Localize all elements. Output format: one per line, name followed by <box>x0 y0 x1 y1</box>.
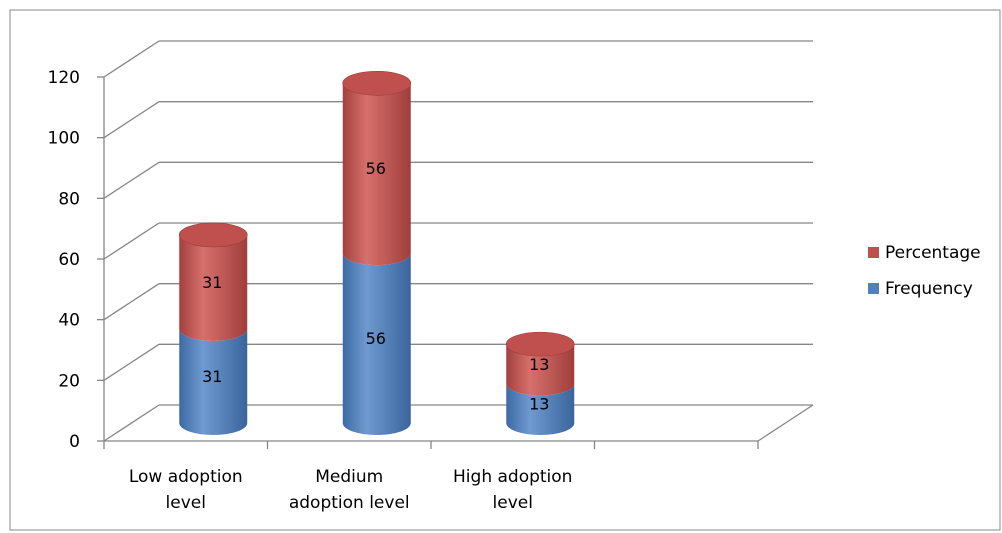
category-label-line: adoption level <box>289 493 410 513</box>
chart-border <box>9 9 1001 531</box>
y-tick-label: 60 <box>58 250 80 270</box>
axes-layer: 0 20 40 60 80 100 120 <box>48 40 814 452</box>
bar-top-cap <box>178 222 248 248</box>
category-label-line: Medium <box>315 467 383 487</box>
data-label: 31 <box>202 367 222 386</box>
category-label-line: Low adoption <box>129 467 243 487</box>
bar-segment-frequency <box>506 383 575 435</box>
bar-segment-percentage <box>342 83 411 266</box>
gridline-depth <box>103 161 160 199</box>
legend-label-frequency: Frequency <box>885 279 973 299</box>
legend-swatch-percentage <box>868 247 879 258</box>
category-label: Low adoption level <box>129 467 243 513</box>
gridline-depth <box>103 404 160 442</box>
gridline-depth <box>103 283 160 321</box>
category-label-line: High adoption <box>453 467 572 487</box>
category-label: High adoption level <box>453 467 572 513</box>
bar-segment-percentage <box>506 344 575 396</box>
data-label: 56 <box>366 329 386 348</box>
category-label-line: level <box>493 493 533 513</box>
floor-edge <box>757 404 814 442</box>
bar-segment-frequency <box>179 328 248 435</box>
data-label: 13 <box>529 394 549 413</box>
category-label-line: level <box>166 493 206 513</box>
y-tick-label: 80 <box>58 189 80 209</box>
legend-label-percentage: Percentage <box>885 243 981 263</box>
gridline-depth <box>103 101 160 139</box>
gridline-depth <box>103 40 160 78</box>
category-label: Medium adoption level <box>289 467 410 513</box>
bar-top-cap <box>505 331 575 357</box>
data-label: 56 <box>366 159 386 178</box>
gridline-depth <box>103 343 160 381</box>
labels-layer: 31 31 Low adoption level 56 56 Medium adoption … <box>129 159 573 513</box>
legend: Percentage Frequency <box>868 243 981 299</box>
y-tick-label: 40 <box>58 311 80 331</box>
y-tick-label: 100 <box>48 129 80 149</box>
gridline-depth <box>103 222 160 260</box>
y-tick-label: 120 <box>48 68 80 88</box>
legend-swatch-frequency <box>868 283 879 294</box>
y-tick-label: 20 <box>58 371 80 391</box>
bar-segment-percentage <box>179 234 248 341</box>
bar-top-cap <box>342 70 412 96</box>
bars-layer <box>178 70 575 435</box>
data-label: 13 <box>529 355 549 374</box>
y-tick-label: 0 <box>69 432 80 452</box>
bar-segment-frequency <box>342 253 411 435</box>
data-label: 31 <box>202 273 222 292</box>
